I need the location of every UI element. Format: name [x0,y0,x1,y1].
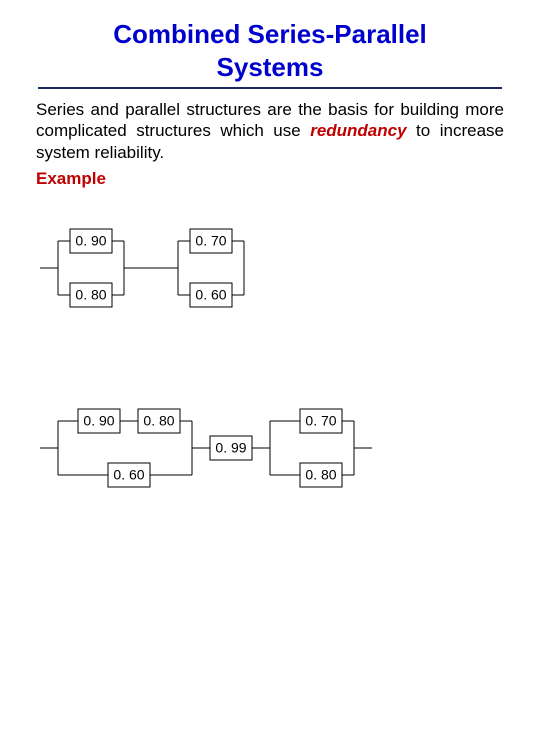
d2-box-099-label: 0. 99 [215,439,246,455]
d2-box-060-label: 0. 60 [113,466,144,482]
d1-box-060-label: 0. 60 [195,286,226,302]
d2-box-090-label: 0. 90 [83,412,114,428]
diagram-2: 0. 90 0. 80 0. 60 0. 99 0. 70 0. 80 [0,389,540,519]
d2-box-070-label: 0. 70 [305,412,336,428]
title-underline [38,87,502,89]
title-line1: Combined Series-Parallel [113,19,427,49]
d1-box-080-label: 0. 80 [75,286,106,302]
d2-box-080-label: 0. 80 [143,412,174,428]
intro-paragraph: Series and parallel structures are the b… [36,99,504,163]
title-line2: Systems [217,52,324,82]
d1-box-070-label: 0. 70 [195,232,226,248]
diagram-1: 0. 90 0. 80 0. 70 0. 60 [0,199,540,349]
redundancy-word: redundancy [310,121,406,140]
example-label: Example [36,169,504,189]
d2-box-080b-label: 0. 80 [305,466,336,482]
d1-box-090-label: 0. 90 [75,232,106,248]
